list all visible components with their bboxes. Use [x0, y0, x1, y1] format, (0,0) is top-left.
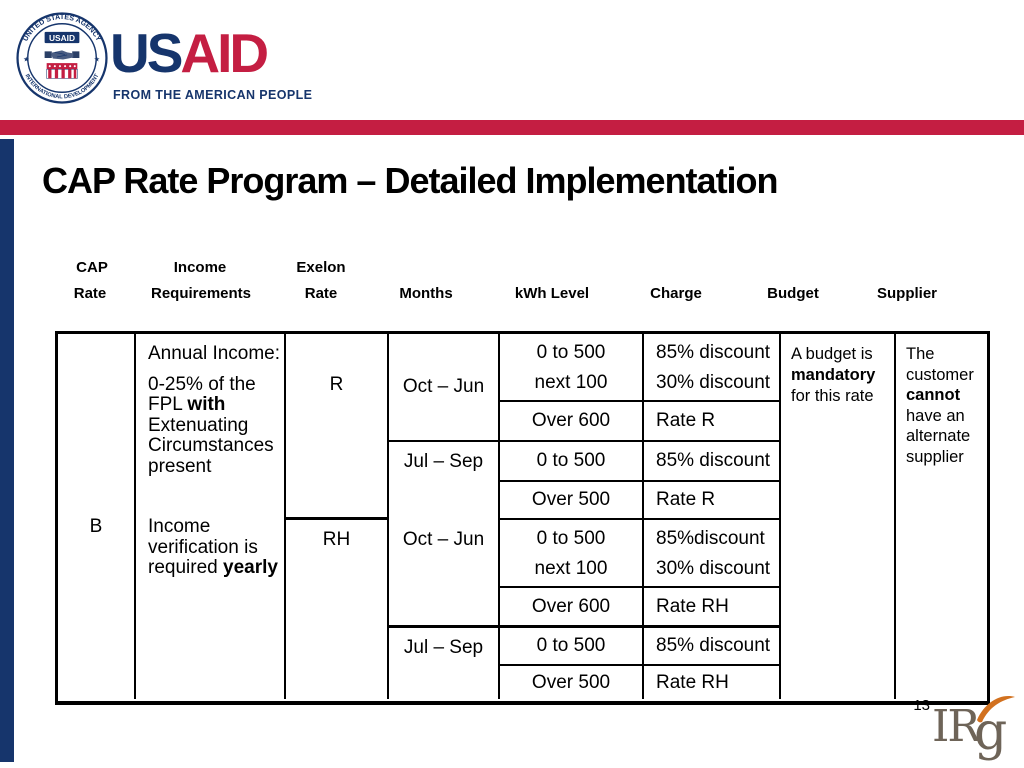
- charge-line: 30% discount: [656, 372, 771, 393]
- cell-cap-rate: B: [58, 334, 136, 699]
- cell-charge-row2: Rate R: [644, 402, 781, 442]
- seal-banner: [43, 30, 81, 45]
- cell-charge-row1: 85% discount 30% discount: [644, 334, 781, 402]
- usaid-tagline: FROM THE AMERICAN PEOPLE: [113, 88, 313, 102]
- page-title: CAP Rate Program – Detailed Implementati…: [42, 160, 779, 201]
- seal-shield-icon: [46, 63, 78, 79]
- irg-logo-ir-text: IR: [932, 701, 982, 752]
- irg-logo-g-text: g: [974, 702, 1007, 762]
- cell-charge-row6: Rate RH: [644, 588, 781, 628]
- red-divider-bar: [0, 120, 1024, 135]
- charge-line: 85% discount: [656, 342, 771, 363]
- usaid-seal-logo: UNITED STATES AGENCY INTERNATIONAL DEVEL…: [16, 12, 108, 104]
- header-exelon-line2: Rate: [304, 285, 338, 302]
- header-cap-line2: Rate: [73, 285, 107, 302]
- cell-kwh-row6: Over 600: [500, 588, 644, 628]
- header-kwh-level: kWh Level: [514, 285, 590, 302]
- cell-charge-row8: Rate RH: [644, 666, 781, 699]
- cell-kwh-row7: 0 to 500: [500, 628, 644, 666]
- page-number: 13: [913, 697, 930, 714]
- irg-logo-swoosh-icon: [977, 696, 1015, 723]
- cell-months-r-julsep: Jul – Sep: [389, 442, 500, 520]
- income-note: Income verification is required yearly: [148, 516, 278, 578]
- usaid-wordmark: USAID: [110, 26, 269, 81]
- kwh-line: 0 to 500: [536, 342, 606, 363]
- cell-charge-row7: 85% discount: [644, 628, 781, 666]
- seal-banner-text: USAID: [49, 33, 75, 43]
- cell-months-rh-julsep: Jul – Sep: [389, 628, 500, 699]
- cell-charge-row3: 85% discount: [644, 442, 781, 482]
- header-budget: Budget: [767, 285, 819, 302]
- header-months: Months: [399, 285, 453, 302]
- cell-exelon-rate-rh: RH: [286, 520, 389, 699]
- header-charge: Charge: [650, 285, 702, 302]
- cell-kwh-row3: 0 to 500: [500, 442, 644, 482]
- cell-kwh-row8: Over 500: [500, 666, 644, 699]
- kwh-line: next 100: [534, 558, 608, 579]
- irg-logo: IR g: [932, 696, 1015, 762]
- cell-kwh-row5: 0 to 500 next 100: [500, 520, 644, 588]
- cell-months-rh-octjun: Oct – Jun: [389, 520, 500, 628]
- cell-charge-row5: 85%discount 30% discount: [644, 520, 781, 588]
- navy-left-strip: [0, 139, 14, 762]
- kwh-line: 0 to 500: [536, 528, 606, 549]
- income-body: 0-25% of the FPL with Extenuating Circum…: [148, 373, 274, 477]
- cell-kwh-row2: Over 600: [500, 402, 644, 442]
- cell-kwh-row4: Over 500: [500, 482, 644, 520]
- header-income-line2: Requirements: [150, 285, 252, 302]
- header-income-line1: Income: [173, 259, 227, 276]
- seal-star-left-icon: ★: [23, 56, 29, 64]
- cell-exelon-rate-r: R: [286, 334, 389, 520]
- header-supplier: Supplier: [876, 285, 938, 302]
- cell-income-requirements: Annual Income: 0-25% of the FPL with Ext…: [136, 334, 286, 699]
- kwh-line: next 100: [534, 372, 608, 393]
- seal-star-right-icon: ★: [94, 56, 100, 64]
- seal-handshake-icon: [44, 50, 80, 60]
- header-exelon-line1: Exelon: [296, 259, 346, 276]
- cell-supplier: The customer cannot have an alternate su…: [906, 345, 974, 466]
- wordmark-aid: AID: [180, 22, 269, 84]
- header-cap-line1: CAP: [76, 259, 108, 276]
- charge-line: 85%discount: [656, 528, 765, 549]
- cell-months-r-octjun: Oct – Jun: [389, 334, 500, 442]
- cell-kwh-row1: 0 to 500 next 100: [500, 334, 644, 402]
- cell-charge-row4: Rate R: [644, 482, 781, 520]
- wordmark-us: US: [110, 22, 183, 84]
- cap-rate-table: B Annual Income: 0-25% of the FPL with E…: [55, 331, 990, 705]
- income-heading: Annual Income:: [148, 343, 281, 364]
- cell-budget: A budget is mandatory for this rate: [781, 334, 896, 699]
- charge-line: 30% discount: [656, 558, 771, 579]
